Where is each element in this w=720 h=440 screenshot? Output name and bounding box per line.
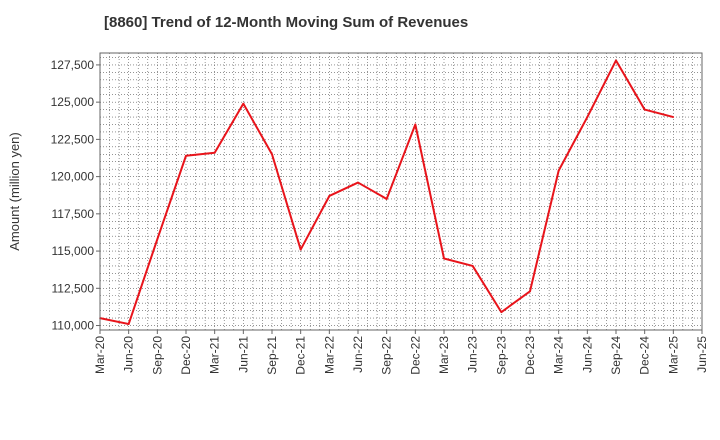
x-tick-label: Dec-20 xyxy=(179,336,193,375)
data-point xyxy=(299,248,302,251)
data-point xyxy=(185,154,187,157)
x-tick-label: Mar-25 xyxy=(666,336,680,374)
x-tick-label: Jun-21 xyxy=(236,336,250,373)
x-tick-label: Jun-20 xyxy=(122,336,136,373)
y-tick-label: 127,500 xyxy=(51,58,95,72)
x-tick-label: Dec-23 xyxy=(523,336,537,375)
data-point xyxy=(328,195,331,197)
x-tick-label: Jun-24 xyxy=(580,336,594,373)
x-tick-label: Sep-24 xyxy=(609,336,623,375)
grid-layer xyxy=(100,53,702,330)
series-layer xyxy=(99,59,675,326)
x-tick-label: Sep-23 xyxy=(494,336,508,375)
data-point xyxy=(443,257,445,260)
x-tick-label: Sep-21 xyxy=(265,336,279,375)
data-point xyxy=(529,290,531,293)
x-tick-label: Dec-21 xyxy=(294,336,308,375)
data-point xyxy=(471,265,474,267)
y-tick-label: 112,500 xyxy=(52,281,95,295)
x-tick-label: Dec-22 xyxy=(408,336,422,375)
data-point xyxy=(271,153,273,156)
data-point xyxy=(557,169,560,172)
y-tick-label: 115,000 xyxy=(52,244,95,258)
data-point xyxy=(357,181,359,184)
chart-title: [8860] Trend of 12-Month Moving Sum of R… xyxy=(104,14,469,31)
y-tick-labels: 110,000 112,500 115,000 117,500 120,000 122,5… xyxy=(51,58,100,333)
y-axis-label: Amount (million yen) xyxy=(7,132,22,251)
x-tick-label: Mar-20 xyxy=(93,336,107,374)
y-tick-label: 117,500 xyxy=(52,207,95,221)
data-point xyxy=(127,323,130,325)
data-point xyxy=(156,238,159,240)
x-tick-label: Sep-22 xyxy=(380,336,394,375)
x-tick-label: Mar-24 xyxy=(552,336,566,374)
data-point xyxy=(385,198,388,200)
plot-frame xyxy=(99,52,703,331)
x-tick-label: Jun-23 xyxy=(466,336,480,373)
data-point xyxy=(242,102,245,105)
y-tick-label: 125,000 xyxy=(51,95,95,109)
x-tick-labels: Mar-20 Jun-20 Sep-20 Dec-20 Mar-21 Jun-21 Sep-… xyxy=(93,330,709,375)
data-point xyxy=(586,116,589,118)
x-tick-label: Dec-24 xyxy=(638,336,652,375)
y-tick-label: 110,000 xyxy=(52,319,95,333)
x-tick-label: Mar-21 xyxy=(208,336,222,374)
x-tick-label: Sep-20 xyxy=(150,336,164,375)
x-tick-label: Mar-22 xyxy=(322,336,336,374)
data-point xyxy=(500,311,503,313)
data-point xyxy=(672,116,675,118)
y-tick-label: 120,000 xyxy=(51,170,95,184)
data-point xyxy=(643,108,646,111)
y-tick-label: 122,500 xyxy=(51,132,95,146)
x-tick-label: Jun-25 xyxy=(695,336,709,373)
data-point xyxy=(615,59,617,62)
data-point xyxy=(213,151,216,154)
x-tick-label: Mar-23 xyxy=(437,336,451,374)
data-point xyxy=(414,123,417,126)
x-tick-label: Jun-22 xyxy=(351,336,365,373)
